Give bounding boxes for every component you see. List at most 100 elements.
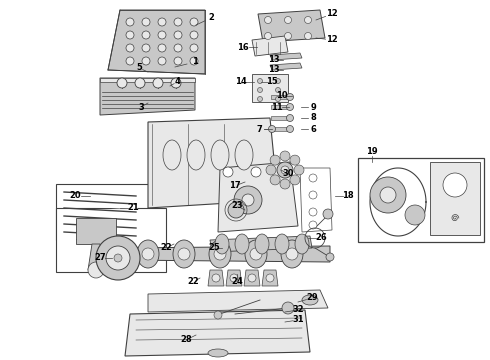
Circle shape — [126, 18, 134, 26]
Circle shape — [190, 44, 198, 52]
Text: 22: 22 — [187, 278, 199, 287]
Circle shape — [158, 44, 166, 52]
Circle shape — [174, 31, 182, 39]
Circle shape — [309, 191, 317, 199]
Circle shape — [234, 186, 262, 214]
Circle shape — [309, 208, 317, 216]
Text: 27: 27 — [94, 253, 106, 262]
Text: 30: 30 — [282, 170, 294, 179]
Polygon shape — [148, 118, 278, 208]
Circle shape — [309, 221, 317, 229]
Ellipse shape — [235, 140, 253, 170]
Bar — [271, 105, 287, 109]
Text: 1: 1 — [192, 58, 198, 67]
Text: 12: 12 — [326, 9, 338, 18]
Circle shape — [142, 31, 150, 39]
Circle shape — [282, 302, 294, 314]
Circle shape — [287, 104, 294, 111]
Circle shape — [190, 57, 198, 65]
Circle shape — [380, 187, 396, 203]
Text: 32: 32 — [292, 306, 304, 315]
Circle shape — [228, 202, 244, 218]
Polygon shape — [125, 310, 310, 356]
Circle shape — [153, 78, 163, 88]
Circle shape — [114, 254, 122, 262]
Circle shape — [190, 31, 198, 39]
Text: 8: 8 — [310, 113, 316, 122]
Text: 2: 2 — [208, 13, 214, 22]
Text: 13: 13 — [268, 55, 280, 64]
Circle shape — [190, 18, 198, 26]
Text: 14: 14 — [235, 77, 247, 86]
Circle shape — [265, 32, 271, 40]
Circle shape — [250, 248, 262, 260]
Circle shape — [266, 165, 276, 175]
Circle shape — [158, 18, 166, 26]
Circle shape — [142, 57, 150, 65]
Circle shape — [174, 57, 182, 65]
Circle shape — [269, 126, 275, 132]
Circle shape — [405, 205, 425, 225]
Bar — [271, 116, 287, 120]
Ellipse shape — [275, 234, 289, 254]
Circle shape — [117, 78, 127, 88]
Circle shape — [290, 175, 300, 185]
Circle shape — [270, 155, 280, 165]
Circle shape — [290, 155, 300, 165]
Circle shape — [126, 44, 134, 52]
Polygon shape — [270, 63, 302, 70]
Text: 26: 26 — [315, 234, 327, 243]
Circle shape — [248, 274, 256, 282]
Circle shape — [214, 248, 226, 260]
Circle shape — [277, 162, 293, 178]
Polygon shape — [300, 168, 332, 232]
Text: 24: 24 — [231, 278, 243, 287]
Text: 21: 21 — [127, 203, 139, 212]
Circle shape — [294, 165, 304, 175]
Circle shape — [285, 32, 292, 40]
Circle shape — [287, 126, 294, 132]
Circle shape — [275, 96, 280, 102]
Circle shape — [242, 194, 254, 206]
Bar — [271, 127, 287, 131]
Text: 31: 31 — [292, 315, 304, 324]
Ellipse shape — [255, 234, 269, 254]
Text: 15: 15 — [266, 77, 278, 86]
Circle shape — [304, 17, 312, 23]
Circle shape — [280, 151, 290, 161]
Circle shape — [304, 32, 312, 40]
Ellipse shape — [302, 295, 318, 305]
Ellipse shape — [245, 240, 267, 268]
Bar — [56, 184, 150, 240]
Circle shape — [265, 17, 271, 23]
Ellipse shape — [173, 240, 195, 268]
Circle shape — [279, 167, 289, 177]
Circle shape — [214, 311, 222, 319]
Circle shape — [88, 262, 104, 278]
Circle shape — [212, 274, 220, 282]
Circle shape — [287, 114, 294, 122]
Circle shape — [126, 31, 134, 39]
Circle shape — [285, 17, 292, 23]
Circle shape — [280, 179, 290, 189]
Text: 25: 25 — [208, 243, 220, 252]
Circle shape — [258, 96, 263, 102]
Circle shape — [171, 78, 181, 88]
Circle shape — [326, 253, 334, 261]
Polygon shape — [270, 53, 302, 60]
Ellipse shape — [163, 140, 181, 170]
Circle shape — [142, 44, 150, 52]
Polygon shape — [218, 162, 298, 232]
Circle shape — [275, 87, 280, 93]
Ellipse shape — [281, 240, 303, 268]
Circle shape — [251, 167, 261, 177]
Polygon shape — [108, 10, 205, 74]
Text: 5: 5 — [136, 63, 142, 72]
Bar — [56, 208, 166, 272]
Ellipse shape — [215, 234, 229, 254]
Circle shape — [96, 236, 140, 280]
Ellipse shape — [209, 240, 231, 268]
Circle shape — [126, 57, 134, 65]
Circle shape — [258, 78, 263, 84]
Polygon shape — [100, 78, 195, 115]
